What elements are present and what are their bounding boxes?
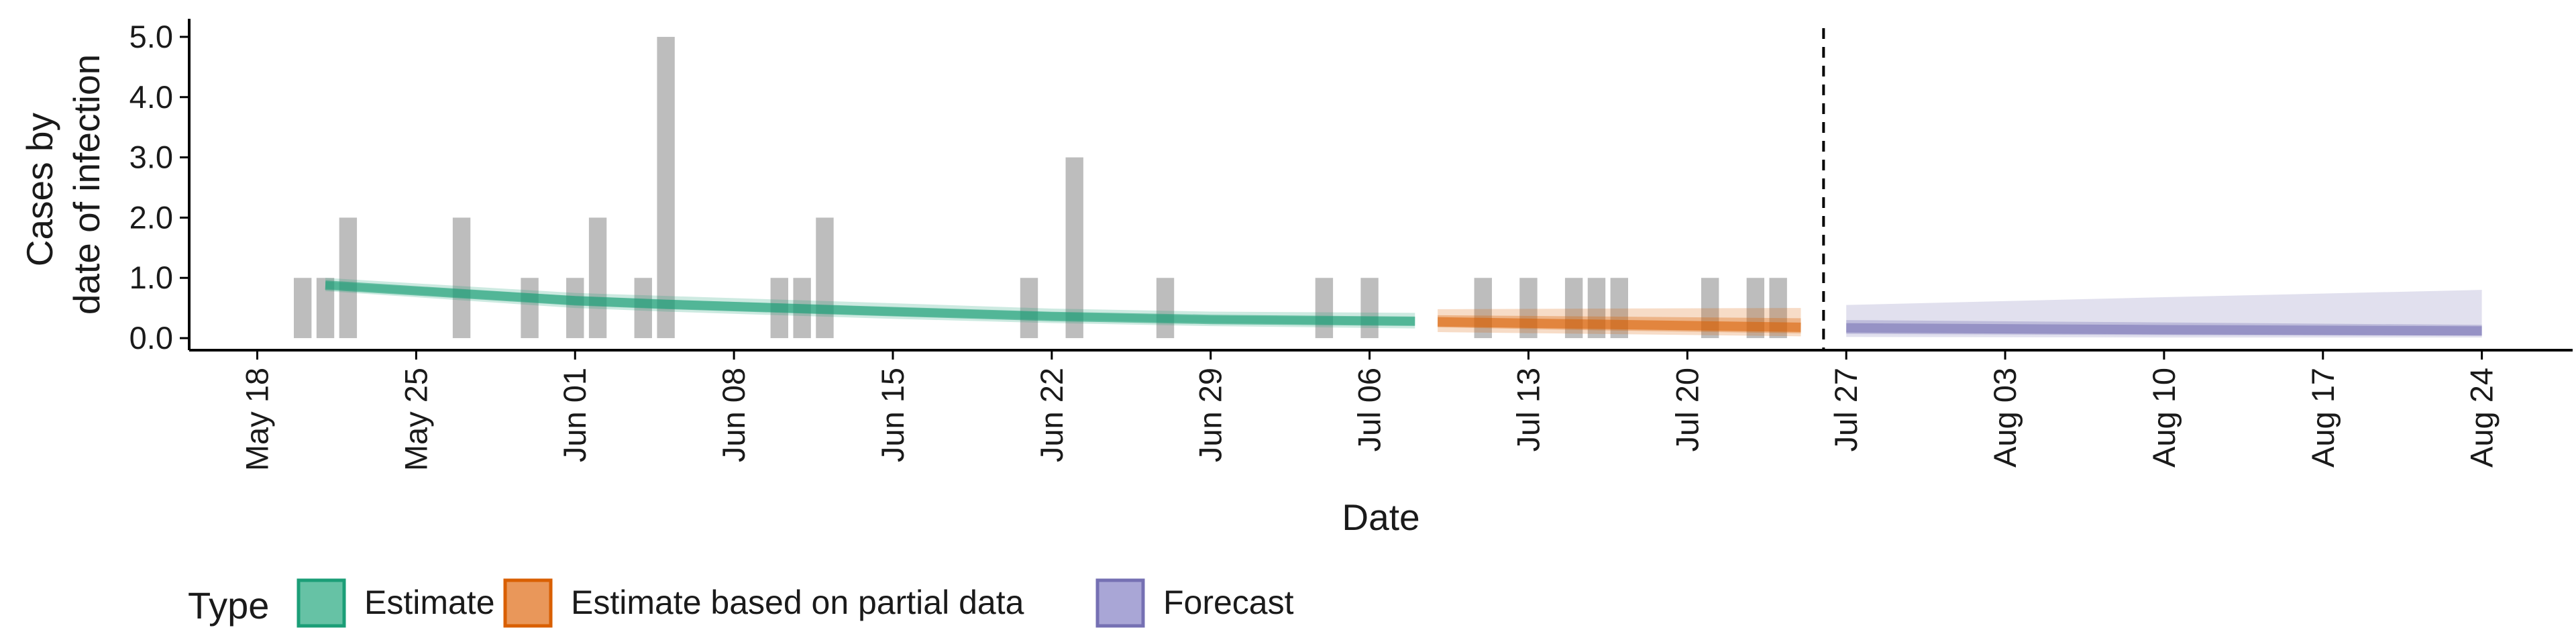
x-tick-label: Jun 01 <box>557 368 592 462</box>
observed-case-bar <box>521 278 539 339</box>
observed-case-bar <box>1519 278 1538 339</box>
x-tick-label: Jun 29 <box>1193 368 1228 462</box>
x-tick-label: May 18 <box>239 368 275 471</box>
legend-key <box>503 578 553 628</box>
legend-title: Type <box>188 584 269 627</box>
observed-case-bar <box>657 36 675 339</box>
x-tick-label: Jul 06 <box>1352 368 1387 451</box>
observed-case-bar <box>1360 278 1379 339</box>
observed-case-bar <box>816 217 834 339</box>
legend-label: Forecast <box>1163 584 1294 621</box>
observed-case-bar <box>1020 278 1038 339</box>
legend-label: Estimate based on partial data <box>571 584 1024 621</box>
median-line <box>1846 323 2482 336</box>
x-axis-title: Date <box>1342 496 1419 538</box>
observed-case-bar <box>1474 278 1492 339</box>
plot-area <box>293 28 2482 350</box>
observed-case-bar <box>1315 278 1334 339</box>
legend-key <box>297 578 346 628</box>
x-tick-label: Aug 03 <box>1987 368 2023 468</box>
y-tick-label: 2.0 <box>129 199 173 235</box>
x-tick-label: Jul 27 <box>1828 368 1864 451</box>
observed-case-bar <box>293 278 312 339</box>
y-tick-label: 3.0 <box>129 140 173 175</box>
y-tick-label: 0.0 <box>129 320 173 356</box>
legend: Type Estimate Estimate based on partial d… <box>188 578 1294 628</box>
x-tick-label: May 25 <box>398 368 433 471</box>
y-tick-label: 5.0 <box>129 19 173 54</box>
median-line <box>1437 317 1801 332</box>
y-axis-title-line-2: date of infection <box>66 54 107 315</box>
x-tick-label: Jul 20 <box>1669 368 1705 451</box>
median-line <box>325 280 1415 326</box>
y-axis: 0.0 1.0 2.0 3.0 4.0 5.0 <box>129 19 191 356</box>
observed-case-bar <box>588 217 607 339</box>
x-tick-label: Aug 10 <box>2146 368 2182 468</box>
x-tick-label: Aug 24 <box>2464 368 2500 468</box>
estimate-bands <box>325 278 2482 338</box>
y-tick-label: 1.0 <box>129 260 173 295</box>
x-tick-label: Jun 22 <box>1034 368 1069 462</box>
observed-case-bar <box>452 217 471 339</box>
x-tick-label: Jun 08 <box>716 368 751 462</box>
y-axis-title: Cases by date of infection <box>19 54 107 315</box>
y-tick-label: 4.0 <box>129 79 173 115</box>
y-axis-title-line-1: Cases by <box>19 113 60 267</box>
x-tick-label: Jun 15 <box>875 368 910 462</box>
observed-case-bar <box>339 217 358 339</box>
observed-case-bar <box>1156 278 1175 339</box>
x-axis: May 18 May 25 Jun 01 Jun 08 Jun 15 Jun 22 Jun … <box>189 349 2573 471</box>
observed-case-bar <box>1065 157 1083 339</box>
legend-key <box>1095 578 1145 628</box>
x-tick-label: Jul 13 <box>1510 368 1546 451</box>
legend-label: Estimate <box>364 584 495 621</box>
x-tick-label: Aug 17 <box>2305 368 2341 468</box>
observed-case-bar <box>566 278 584 339</box>
